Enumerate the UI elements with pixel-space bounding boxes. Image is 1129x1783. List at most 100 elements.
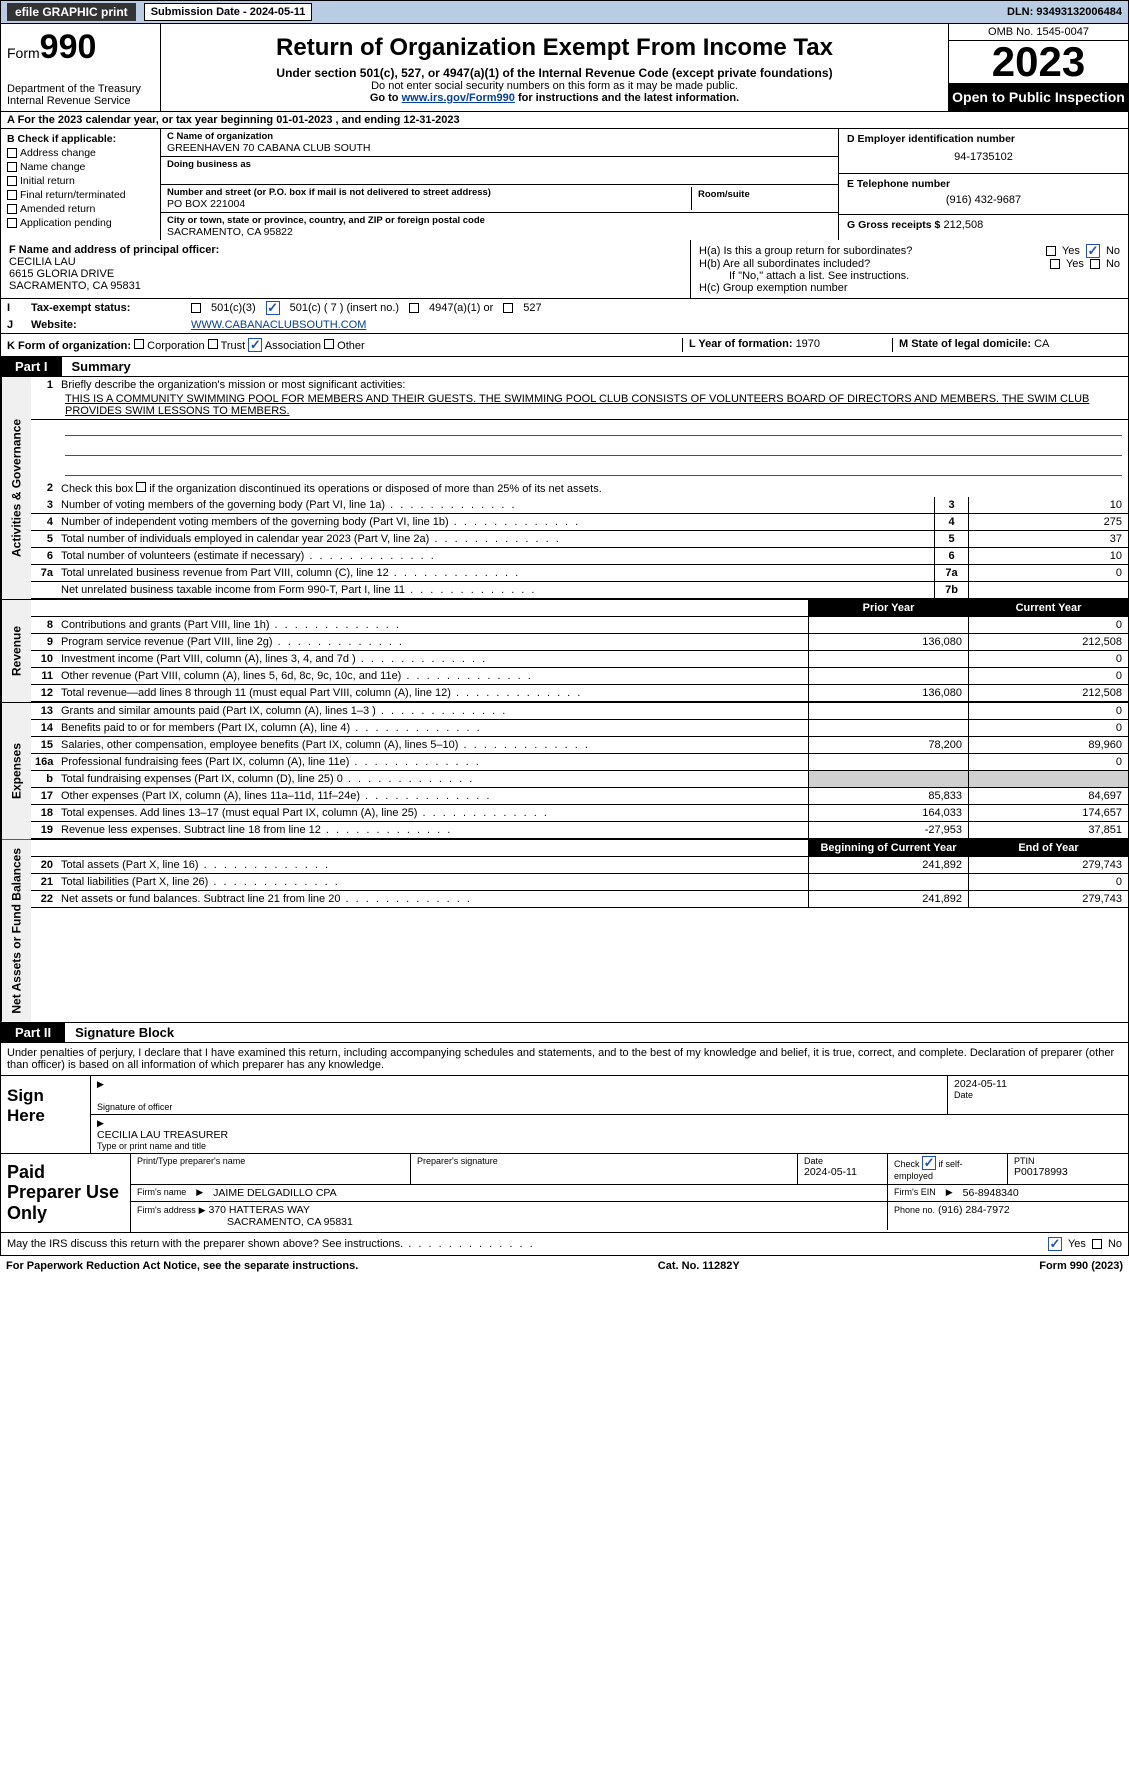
line-ref: 4 (934, 514, 968, 530)
firm-ein-label: Firm's EIN (894, 1187, 936, 1199)
chk-final-return[interactable]: Final return/terminated (7, 189, 154, 201)
chk-assoc[interactable]: ✓ (248, 338, 262, 352)
opt-trust: Trust (221, 340, 246, 352)
current-year-value: 0 (968, 668, 1128, 684)
line-ref: 3 (934, 497, 968, 513)
ptin-cell: PTIN P00178993 (1008, 1154, 1128, 1184)
chk-initial-return[interactable]: Initial return (7, 175, 154, 187)
net-header-row: Beginning of Current Year End of Year (31, 840, 1128, 857)
chk-self-employed[interactable]: ✓ (922, 1156, 936, 1170)
line-value (968, 582, 1128, 598)
chk-501c[interactable]: ✓ (266, 301, 280, 315)
chk-address-change[interactable]: Address change (7, 147, 154, 159)
section-net-assets: Net Assets or Fund Balances Beginning of… (0, 840, 1129, 1023)
open-to-public: Open to Public Inspection (949, 83, 1128, 111)
prior-year-value (808, 771, 968, 787)
officer-name: CECILIA LAU (9, 256, 682, 268)
part-ii-header: Part II Signature Block (0, 1023, 1129, 1043)
summary-line: 21 Total liabilities (Part X, line 26) 0 (31, 874, 1128, 891)
line-text: Total liabilities (Part X, line 26) (57, 874, 808, 890)
year-formation: 1970 (796, 338, 820, 350)
opt-corp: Corporation (147, 340, 204, 352)
section-fh: F Name and address of principal officer:… (0, 240, 1129, 299)
line-value: 0 (968, 565, 1128, 581)
signature-date-cell: 2024-05-11 Date (948, 1076, 1128, 1114)
opt-501c3: 501(c)(3) (211, 302, 256, 314)
line-i: I Tax-exempt status: 501(c)(3) ✓501(c) (… (0, 299, 1129, 317)
org-name-label: C Name of organization (167, 131, 832, 142)
line-m: M State of legal domicile: CA (892, 338, 1122, 352)
irs-link[interactable]: www.irs.gov/Form990 (402, 92, 515, 104)
line-text: Grants and similar amounts paid (Part IX… (57, 703, 808, 719)
line-number: b (31, 771, 57, 787)
h-b-no[interactable] (1090, 259, 1100, 269)
eoy-header: End of Year (968, 840, 1128, 856)
chk-501c3[interactable] (191, 303, 201, 313)
chk-label: Final return/terminated (20, 189, 126, 201)
opt-4947: 4947(a)(1) or (429, 302, 493, 314)
line-text: Number of independent voting members of … (57, 514, 934, 530)
city-cell: City or town, state or province, country… (161, 213, 838, 240)
form-header: Form990 Department of the Treasury Inter… (0, 24, 1129, 112)
self-employed-cell: Check ✓ if self-employed (888, 1154, 1008, 1184)
chk-pending[interactable]: Application pending (7, 217, 154, 229)
dba-cell: Doing business as (161, 157, 838, 185)
website-link[interactable]: WWW.CABANACLUBSOUTH.COM (191, 319, 366, 331)
current-year-value: 0 (968, 720, 1128, 736)
chk-amended[interactable]: Amended return (7, 203, 154, 215)
chk-discontinued[interactable] (136, 482, 146, 492)
h-b-note: If "No," attach a list. See instructions… (699, 270, 1120, 282)
street-cell: Number and street (or P.O. box if mail i… (161, 185, 838, 213)
gross-value: 212,508 (943, 219, 983, 231)
line-number: 19 (31, 822, 57, 838)
form-org-label: K Form of organization: (7, 340, 131, 352)
gross-label: G Gross receipts $ (847, 219, 940, 231)
line-ref: 7a (934, 565, 968, 581)
summary-line: 9 Program service revenue (Part VIII, li… (31, 634, 1128, 651)
line-klm: K Form of organization: Corporation Trus… (0, 334, 1129, 357)
h-a-no[interactable]: ✓ (1086, 244, 1100, 258)
signature-date: 2024-05-11 (954, 1078, 1122, 1090)
officer-label: F Name and address of principal officer: (9, 244, 682, 256)
current-year-value: 89,960 (968, 737, 1128, 753)
firm-address-2: SACRAMENTO, CA 95831 (137, 1216, 881, 1228)
room-label: Room/suite (698, 189, 826, 200)
prior-year-value: -27,953 (808, 822, 968, 838)
gross-cell: G Gross receipts $ 212,508 (839, 215, 1128, 235)
efile-print-button[interactable]: efile GRAPHIC print (7, 3, 136, 21)
officer-addr1: 6615 GLORIA DRIVE (9, 268, 682, 280)
summary-line: b Total fundraising expenses (Part IX, c… (31, 771, 1128, 788)
discuss-no[interactable] (1092, 1239, 1102, 1249)
summary-line: 6 Total number of volunteers (estimate i… (31, 548, 1128, 565)
mission-blank-line (65, 460, 1122, 476)
chk-trust[interactable] (208, 339, 218, 349)
discuss-yes[interactable]: ✓ (1048, 1237, 1062, 1251)
chk-4947[interactable] (409, 303, 419, 313)
line-ref: 7b (934, 582, 968, 598)
vtab-revenue: Revenue (1, 600, 31, 702)
h-a-yes[interactable] (1046, 246, 1056, 256)
h-b-yes[interactable] (1050, 259, 1060, 269)
line-text: Net unrelated business taxable income fr… (57, 582, 934, 598)
officer-addr2: SACRAMENTO, CA 95831 (9, 280, 682, 292)
line-text: Other expenses (Part IX, column (A), lin… (57, 788, 808, 804)
boy-header: Beginning of Current Year (808, 840, 968, 856)
chk-corp[interactable] (134, 339, 144, 349)
line-j: J Website: WWW.CABANACLUBSOUTH.COM (0, 317, 1129, 334)
chk-name-change[interactable]: Name change (7, 161, 154, 173)
box-b: B Check if applicable: Address change Na… (1, 129, 161, 240)
signature-cell: Signature of officer (91, 1076, 948, 1114)
current-year-value: 279,743 (968, 891, 1128, 907)
paid-preparer-block: Paid Preparer Use Only Print/Type prepar… (0, 1154, 1129, 1233)
ptin-label: PTIN (1014, 1156, 1122, 1166)
current-year-value: 37,851 (968, 822, 1128, 838)
summary-line: 17 Other expenses (Part IX, column (A), … (31, 788, 1128, 805)
line-number: 18 (31, 805, 57, 821)
current-year-value (968, 771, 1128, 787)
line-value: 275 (968, 514, 1128, 530)
chk-other[interactable] (324, 339, 334, 349)
firm-name: JAIME DELGADILLO CPA (213, 1187, 337, 1199)
chk-527[interactable] (503, 303, 513, 313)
header-right: OMB No. 1545-0047 2023 Open to Public In… (948, 24, 1128, 111)
summary-line: 20 Total assets (Part X, line 16) 241,89… (31, 857, 1128, 874)
